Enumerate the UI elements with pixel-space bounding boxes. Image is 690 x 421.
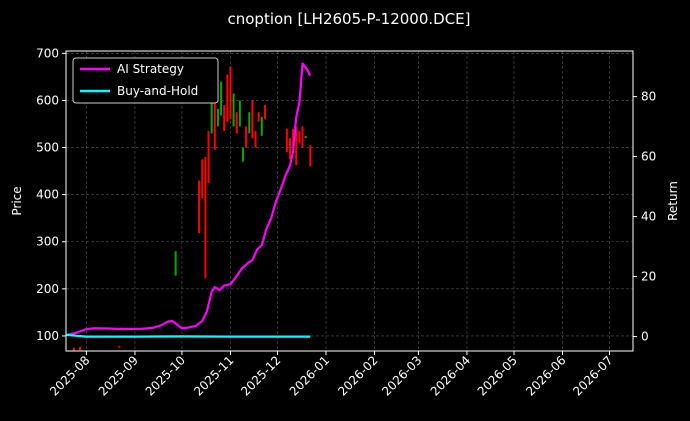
right-axis: 0 20 40 60 80 (633, 90, 656, 344)
plot-frame (65, 50, 634, 352)
candle (204, 156, 207, 279)
buy-and-hold-line (65, 333, 311, 338)
legend: AI Strategy Buy-and-Hold (72, 57, 219, 104)
candle (254, 131, 257, 148)
candle (216, 108, 219, 127)
candle (226, 74, 229, 122)
candle (72, 347, 75, 351)
candle (263, 105, 266, 120)
y-right-tick-label: 40 (641, 210, 656, 224)
candle (285, 128, 288, 153)
candle (210, 94, 213, 134)
ai-strategy-line (65, 62, 312, 337)
legend-label-buy-and-hold: Buy-and-Hold (117, 84, 198, 98)
candle (248, 112, 251, 134)
y-left-tick-label: 600 (36, 93, 59, 107)
series-lines (65, 62, 312, 338)
candle (220, 81, 223, 116)
y-left-tick-label: 200 (36, 282, 59, 296)
candles (72, 66, 312, 351)
candle (118, 345, 121, 348)
candle (288, 138, 291, 160)
candle (207, 131, 210, 183)
y-right-tick-label: 60 (641, 150, 656, 164)
candle (238, 100, 241, 127)
candle (241, 147, 244, 162)
candle (301, 126, 304, 148)
candle (232, 93, 235, 127)
candle (292, 128, 295, 148)
candle (245, 126, 248, 148)
y-right-axis-label: Return (666, 181, 680, 221)
y-left-tick-label: 700 (36, 46, 59, 60)
candle (260, 116, 263, 136)
legend-label-ai-strategy: AI Strategy (117, 62, 184, 76)
candle (229, 66, 232, 120)
candle (198, 180, 201, 234)
y-left-tick-label: 500 (36, 141, 59, 155)
candle (201, 159, 204, 199)
candle (174, 251, 177, 276)
candle (213, 100, 216, 150)
y-left-axis-label: Price (10, 186, 24, 215)
candle (304, 135, 307, 139)
left-axis: 100 200 300 400 500 600 700 (36, 46, 66, 343)
candle (251, 100, 254, 139)
y-right-tick-label: 80 (641, 90, 656, 104)
y-left-tick-label: 300 (36, 235, 59, 249)
y-right-tick-label: 0 (641, 330, 649, 344)
candle (257, 112, 260, 122)
y-left-tick-label: 400 (36, 188, 59, 202)
y-right-tick-label: 20 (641, 270, 656, 284)
grid (66, 51, 633, 351)
candle (298, 131, 301, 143)
candle (309, 145, 312, 167)
candle (79, 346, 82, 351)
candle (223, 105, 226, 132)
candle (235, 112, 238, 134)
chart-title: cnoption [LH2605-P-12000.DCE] (228, 10, 471, 28)
candle (295, 126, 298, 166)
y-left-tick-label: 100 (36, 329, 59, 343)
